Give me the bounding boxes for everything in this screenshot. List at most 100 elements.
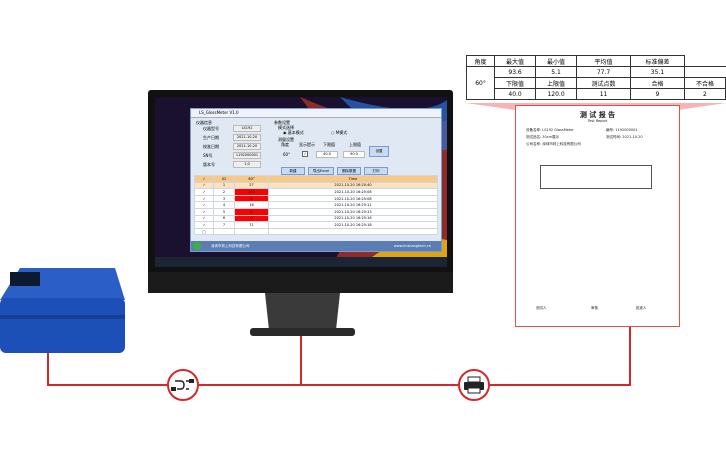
value-cell: 40.0 bbox=[494, 88, 537, 100]
row-value: 27 bbox=[234, 181, 270, 190]
logo-icon bbox=[193, 242, 201, 250]
header-cell: 最小值 bbox=[535, 55, 578, 67]
table-header: ✓ ID 60° Time bbox=[193, 175, 438, 183]
row-time: 2021-10-20 16:25:08 bbox=[268, 188, 438, 196]
empty-cell bbox=[683, 66, 726, 78]
measure-label: 测量设置 bbox=[278, 137, 294, 142]
test-report-page: 测 试 报 告 Test Report 设备名称: LS192 GlossMet… bbox=[515, 105, 680, 327]
hint-checkbox[interactable]: ✓ bbox=[302, 151, 308, 157]
new-button[interactable]: 新建 bbox=[281, 167, 305, 175]
row-checkbox[interactable]: ✓ bbox=[193, 181, 215, 190]
col-hint: 显示提示 bbox=[299, 142, 315, 147]
col-lower: 下限值 bbox=[323, 142, 335, 147]
report-field: 测试品名: 30cm展示 bbox=[526, 135, 560, 139]
row-id: 1 bbox=[213, 181, 236, 190]
info-label: 生产日期 bbox=[203, 135, 219, 140]
table-row[interactable]: ✓ 7 71 2021-10-20 16:25:18 bbox=[193, 221, 438, 229]
value-cell: 11 bbox=[576, 88, 631, 100]
header-60: 60° bbox=[234, 175, 270, 183]
row-time: 2021-10-20 16:25:08 bbox=[268, 194, 438, 203]
stat-cell: 5.1 bbox=[535, 66, 578, 78]
empty-cell bbox=[213, 227, 236, 236]
empty-cell bbox=[683, 55, 726, 67]
header-cell: 合格 bbox=[630, 77, 685, 89]
empty-cell bbox=[268, 227, 438, 236]
sn-field: 1192000001 bbox=[233, 152, 261, 159]
gloss-meter-device bbox=[0, 268, 125, 353]
status-company: 深圳市林上科技有限公司 bbox=[211, 244, 250, 248]
row-checkbox[interactable]: ✓ bbox=[193, 221, 215, 229]
mode-basic-label: 基本模式 bbox=[287, 130, 304, 135]
empty-row[interactable]: □ bbox=[193, 227, 438, 236]
info-label: 版本号 bbox=[203, 162, 215, 167]
mode-m-radio[interactable]: ○ M模式 bbox=[331, 130, 348, 135]
print-button[interactable]: 打印 bbox=[364, 167, 388, 175]
header-cell: 不合格 bbox=[683, 77, 726, 89]
table-row[interactable]: ✓ 3 0 2021-10-20 16:25:08 bbox=[193, 194, 438, 203]
production-date-field: 2021-10-20 bbox=[233, 134, 261, 141]
mode-label: 模式选择 bbox=[278, 125, 294, 130]
angle-value: 60° bbox=[283, 152, 291, 157]
stat-cell: 93.6 bbox=[494, 66, 537, 78]
row-time: 2021-10-20 16:25:11 bbox=[268, 201, 438, 209]
field-value: 2021-10-20 bbox=[622, 135, 643, 139]
set-button[interactable]: 设置 bbox=[369, 146, 389, 157]
info-group-label: 仪器信息 bbox=[196, 120, 212, 125]
row-value: 103 bbox=[234, 188, 270, 196]
row-id: 7 bbox=[213, 221, 236, 229]
field-label: 测试品名 bbox=[526, 135, 540, 139]
field-label: 公司名称 bbox=[526, 142, 540, 146]
header-cell: 最大值 bbox=[494, 55, 537, 67]
header-time: Time bbox=[268, 175, 438, 183]
table-row[interactable]: ✓ 1 27 2021-10-20 16:20:40 bbox=[193, 181, 438, 190]
app-window[interactable]: LS_GlossMeter V1.0 仪器信息 仪器型号 LS192 生产日期 … bbox=[190, 108, 442, 252]
field-value: LS192 GlossMeter bbox=[542, 128, 574, 132]
value-cell: 120.0 bbox=[535, 88, 578, 100]
header-cell: 测试点数 bbox=[576, 77, 631, 89]
info-label: SN号 bbox=[203, 153, 213, 158]
row-id: 2 bbox=[213, 188, 236, 196]
table-row[interactable]: ✓ 5 0 2021-10-20 16:25:13 bbox=[193, 207, 438, 216]
table-row[interactable]: ✓ 2 103 2021-10-20 16:25:08 bbox=[193, 188, 438, 196]
mode-basic-radio[interactable]: ◉ 基本模式 bbox=[283, 130, 304, 135]
field-value: 深圳市林上科技有限公司 bbox=[542, 142, 581, 146]
header-cell: 平均值 bbox=[576, 55, 631, 67]
status-website: www.linshangtech.cn bbox=[393, 244, 431, 248]
report-subtitle: Test Report bbox=[587, 119, 608, 123]
empty-cell bbox=[234, 227, 270, 236]
report-field: 编号: 1192000001 bbox=[606, 128, 638, 132]
row-id: 4 bbox=[213, 201, 236, 209]
data-table[interactable]: ✓ ID 60° Time ✓ 1 27 2021-10-20 16:20:40 ✓ 2 103 2… bbox=[193, 175, 438, 236]
row-checkbox[interactable]: ✓ bbox=[193, 188, 215, 196]
row-checkbox[interactable]: ✓ bbox=[193, 207, 215, 216]
header-check[interactable]: ✓ bbox=[193, 175, 215, 183]
connection-lines bbox=[47, 325, 631, 386]
row-checkbox[interactable]: ✓ bbox=[193, 194, 215, 203]
row-time: 2021-10-20 16:25:18 bbox=[268, 221, 438, 229]
row-value: 0 bbox=[234, 194, 270, 203]
table-row[interactable]: ✓ 4 16 2021-10-20 16:25:11 bbox=[193, 201, 438, 209]
row-value: 0 bbox=[234, 207, 270, 216]
row-checkbox[interactable]: □ bbox=[193, 227, 215, 236]
row-checkbox[interactable]: ✓ bbox=[193, 201, 215, 209]
info-label: 校准日期 bbox=[203, 144, 219, 149]
col-upper: 上限值 bbox=[349, 142, 361, 147]
stat-cell: 77.7 bbox=[576, 66, 631, 78]
row-id: 3 bbox=[213, 194, 236, 203]
lower-limit-input[interactable]: 40.0 bbox=[316, 151, 338, 158]
export-excel-button[interactable]: 导出Excel bbox=[308, 167, 334, 175]
footer-tester: 测试人 bbox=[536, 306, 547, 310]
delete-data-button[interactable]: 删除数据 bbox=[337, 167, 361, 175]
field-label: 测试时间 bbox=[606, 135, 620, 139]
table-row[interactable]: ✓ 6 0 2021-10-20 16:25:16 bbox=[193, 214, 438, 223]
row-checkbox[interactable]: ✓ bbox=[193, 214, 215, 223]
model-field: LS192 bbox=[233, 125, 261, 132]
version-field: 1.0 bbox=[233, 161, 261, 168]
field-value: 1192000001 bbox=[615, 128, 638, 132]
upper-limit-input[interactable]: 90.0 bbox=[343, 151, 365, 158]
report-field: 公司名称: 深圳市林上科技有限公司 bbox=[526, 142, 581, 146]
report-mini-table bbox=[540, 165, 652, 189]
header-id: ID bbox=[213, 175, 236, 183]
info-label: 仪器型号 bbox=[203, 126, 219, 131]
